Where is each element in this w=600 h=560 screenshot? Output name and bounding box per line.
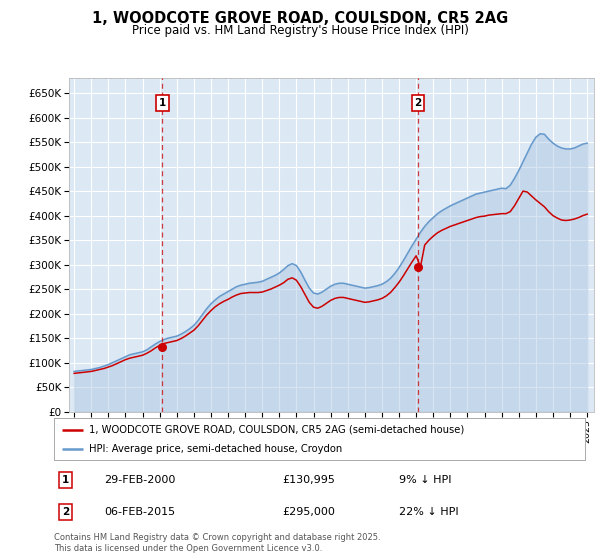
Text: HPI: Average price, semi-detached house, Croydon: HPI: Average price, semi-detached house,… [89,444,342,454]
Text: 1: 1 [159,98,166,108]
Text: Contains HM Land Registry data © Crown copyright and database right 2025.
This d: Contains HM Land Registry data © Crown c… [54,533,380,553]
Text: 1, WOODCOTE GROVE ROAD, COULSDON, CR5 2AG: 1, WOODCOTE GROVE ROAD, COULSDON, CR5 2A… [92,11,508,26]
Text: £130,995: £130,995 [283,475,335,484]
Text: 2: 2 [414,98,421,108]
Text: 2: 2 [62,507,70,517]
Text: 29-FEB-2000: 29-FEB-2000 [104,475,176,484]
Text: £295,000: £295,000 [283,507,335,517]
Text: 9% ↓ HPI: 9% ↓ HPI [399,475,452,484]
Text: 06-FEB-2015: 06-FEB-2015 [104,507,176,517]
Text: 1, WOODCOTE GROVE ROAD, COULSDON, CR5 2AG (semi-detached house): 1, WOODCOTE GROVE ROAD, COULSDON, CR5 2A… [89,424,464,435]
Text: 1: 1 [62,475,70,484]
Text: 22% ↓ HPI: 22% ↓ HPI [399,507,459,517]
Text: Price paid vs. HM Land Registry's House Price Index (HPI): Price paid vs. HM Land Registry's House … [131,24,469,37]
